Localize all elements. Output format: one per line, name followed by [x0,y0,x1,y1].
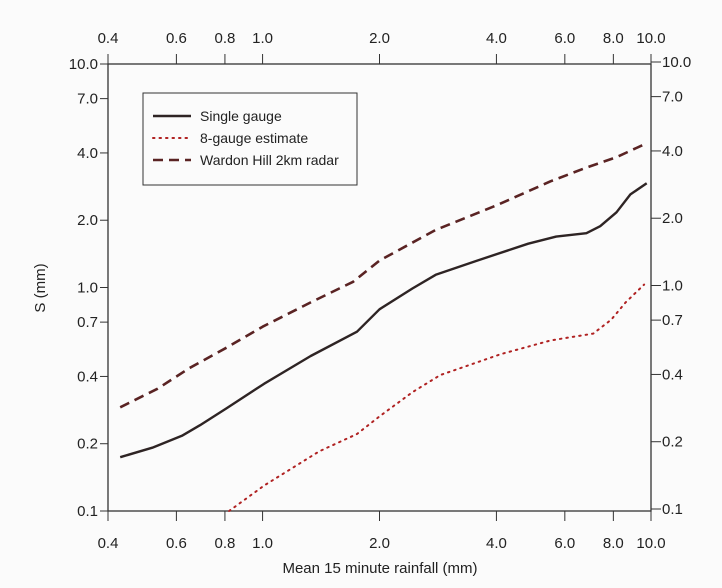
legend-label-wardon-hill-2km-radar: Wardon Hill 2km radar [200,152,339,168]
y-tick-label-left: 10.0 [69,56,98,73]
y-tick-label-left: 7.0 [77,91,98,108]
x-tick-label-bottom: 8.0 [603,535,624,552]
x-tick-label-bottom: 6.0 [554,535,575,552]
y-tick-label-left: 1.0 [77,280,98,297]
x-tick-label-bottom: 0.8 [214,535,235,552]
y-tick-label-left: 0.2 [77,436,98,453]
y-tick-label-left: 0.1 [77,503,98,520]
x-tick-label-top: 0.6 [166,30,187,47]
x-tick-label-top: 2.0 [369,30,390,47]
y-tick-label-right: 0.7 [662,312,683,329]
x-tick-label-bottom: 10.0 [636,535,665,552]
x-tick-label-top: 4.0 [486,30,507,47]
y-tick-label-left: 2.0 [77,212,98,229]
series-line-single-gauge [119,182,648,459]
y-tick-label-left: 0.4 [77,368,98,385]
y-tick-label-right: 0.1 [662,501,683,518]
x-tick-label-top: 6.0 [554,30,575,47]
x-tick-label-top: 1.0 [252,30,273,47]
x-tick-label-top: 8.0 [603,30,624,47]
x-tick-label-bottom: 1.0 [252,535,273,552]
series-line-8-gauge-estimate [228,283,646,512]
legend: Single gauge 8-gauge estimate Wardon Hill … [142,92,358,186]
legend-label-single-gauge: Single gauge [200,108,282,124]
x-tick-label-bottom: 0.4 [98,535,119,552]
x-tick-label-bottom: 0.6 [166,535,187,552]
x-tick-label-bottom: 4.0 [486,535,507,552]
x-tick-label-top: 0.4 [98,30,119,47]
y-tick-label-right: 0.4 [662,366,683,383]
legend-box [142,92,358,186]
x-axis-title: Mean 15 minute rainfall (mm) [282,560,477,577]
y-tick-label-right: 0.2 [662,434,683,451]
y-tick-label-left: 0.7 [77,314,98,331]
y-tick-label-right: 2.0 [662,210,683,227]
x-tick-label-top: 0.8 [214,30,235,47]
legend-label-8-gauge-estimate: 8-gauge estimate [200,130,308,146]
y-tick-label-right: 7.0 [662,89,683,106]
y-tick-label-right: 4.0 [662,143,683,160]
x-tick-label-top: 10.0 [636,30,665,47]
y-tick-label-right: 10.0 [662,54,691,71]
series-line-wardon-hill-2km-radar [119,142,648,409]
x-tick-label-bottom: 2.0 [369,535,390,552]
y-tick-label-left: 4.0 [77,145,98,162]
y-tick-label-right: 1.0 [662,278,683,295]
y-axis-title: S (mm) [32,263,49,312]
